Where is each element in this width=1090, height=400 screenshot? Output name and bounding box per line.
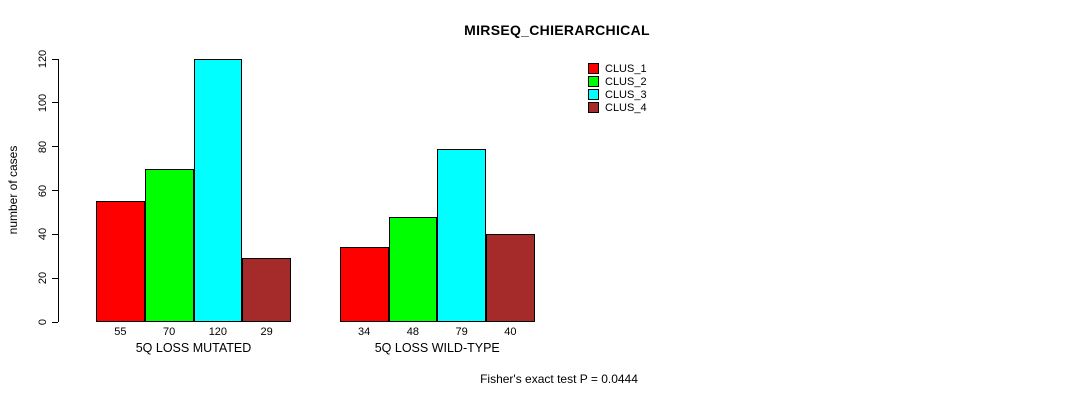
legend-swatch-clus_3: [588, 89, 599, 100]
bar-value-label: 120: [208, 326, 228, 338]
legend-item-clus_1: CLUS_1: [588, 62, 647, 75]
footer-annotation: Fisher's exact test P = 0.0444: [480, 372, 638, 386]
bar-value-label: 70: [163, 326, 176, 338]
bar-value-label: 29: [260, 326, 273, 338]
bar-value-label: 79: [455, 326, 468, 338]
legend-label: CLUS_1: [605, 62, 647, 75]
x-category-label: 5Q LOSS WILD-TYPE: [374, 341, 500, 355]
y-axis-line: [58, 59, 59, 322]
bar-value-label: 40: [504, 326, 517, 338]
y-tick-label: 120: [37, 49, 49, 69]
y-tick-label: 0: [37, 318, 49, 326]
legend-swatch-clus_4: [588, 102, 599, 113]
y-tick-label: 80: [37, 140, 49, 153]
bar-value-label: 34: [358, 326, 371, 338]
bar-value-label: 48: [406, 326, 419, 338]
y-tick: [52, 321, 58, 323]
legend-item-clus_4: CLUS_4: [588, 101, 647, 114]
bar-clus_3-group2: [437, 148, 486, 322]
y-tick-label: 40: [37, 228, 49, 241]
y-axis-title: number of cases: [6, 145, 20, 235]
legend-swatch-clus_1: [588, 63, 599, 74]
y-tick: [52, 190, 58, 191]
legend: CLUS_1 CLUS_2 CLUS_3 CLUS_4: [588, 62, 647, 114]
legend-item-clus_3: CLUS_3: [588, 88, 647, 101]
legend-swatch-clus_2: [588, 76, 599, 87]
chart-title: MIRSEQ_CHIERARCHICAL: [464, 22, 650, 38]
legend-label: CLUS_2: [605, 75, 647, 88]
y-tick: [52, 233, 58, 235]
bar-clus_2-group2: [388, 216, 438, 322]
y-tick: [52, 58, 58, 60]
bar-clus_3-group1: [193, 59, 243, 322]
y-tick: [52, 146, 58, 148]
y-tick: [52, 277, 58, 279]
y-tick-label: 100: [37, 93, 49, 113]
bar-clus_4-group1: [242, 258, 291, 322]
y-tick: [52, 102, 58, 104]
x-category-label: 5Q LOSS MUTATED: [135, 341, 252, 355]
y-tick-label: 20: [37, 272, 49, 285]
legend-label: CLUS_3: [605, 88, 647, 101]
bar-clus_1-group2: [339, 247, 389, 322]
bar-clus_2-group1: [144, 168, 194, 322]
legend-label: CLUS_4: [605, 101, 647, 114]
y-tick-label: 60: [37, 184, 49, 197]
legend-item-clus_2: CLUS_2: [588, 75, 647, 88]
bar-clus_1-group1: [96, 201, 145, 322]
bar-value-label: 55: [114, 326, 127, 338]
bar-clus_4-group2: [486, 234, 535, 322]
